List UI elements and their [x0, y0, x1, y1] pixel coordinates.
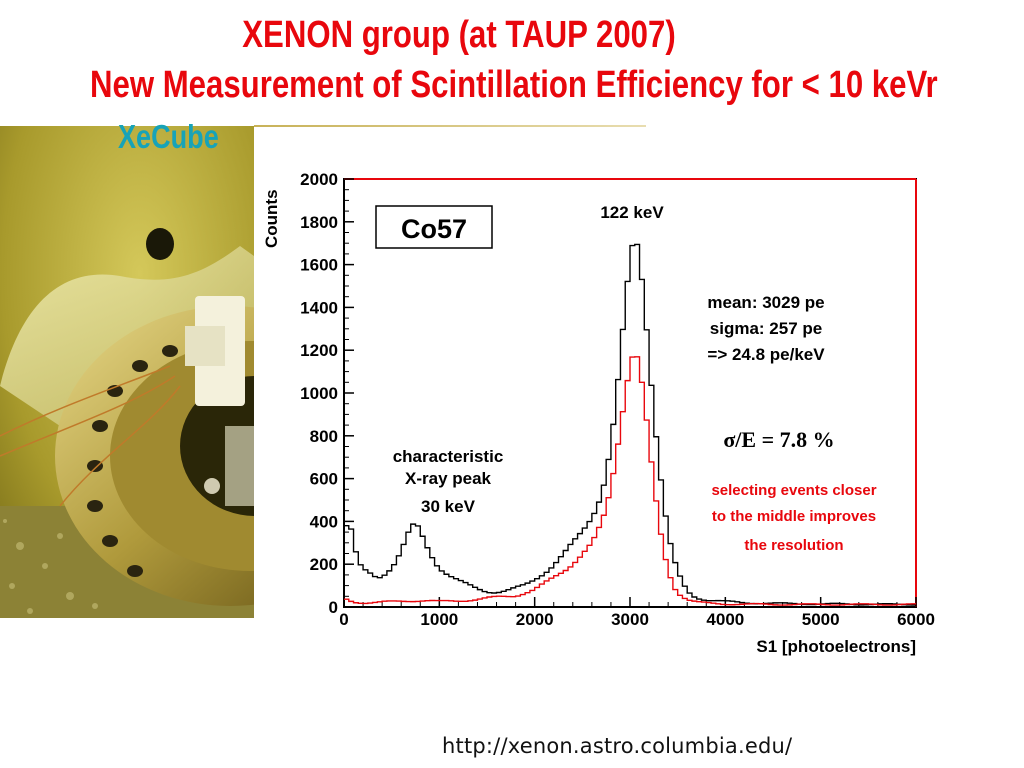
x-tick-label: 0 [339, 610, 348, 629]
annotation-note-line2: to the middle improves [712, 508, 876, 525]
x-tick-label: 4000 [706, 610, 744, 629]
x-tick-label: 2000 [516, 610, 554, 629]
series-layer [344, 243, 916, 606]
annotation-stats-line2: sigma: 257 pe [710, 319, 822, 338]
x-tick-label: 5000 [802, 610, 840, 629]
y-tick-label: 1400 [300, 298, 338, 317]
annotation-stats-line1: mean: 3029 pe [707, 293, 824, 312]
y-tick-label: 800 [310, 427, 338, 446]
x-tick-label: 1000 [420, 610, 458, 629]
y-tick-label: 1800 [300, 213, 338, 232]
source-url[interactable]: http://xenon.astro.columbia.edu/ [442, 734, 793, 758]
y-tick-labels: 0 200 400 600 800 1000 1200 1400 1600 1800 2000 [300, 170, 338, 617]
annotation-stats-line3: => 24.8 pe/keV [707, 345, 825, 364]
annotation-xray-line1: characteristic [393, 447, 504, 466]
y-tick-label: 200 [310, 555, 338, 574]
y-tick-label: 0 [329, 598, 338, 617]
annotation-note-line1: selecting events closer [711, 482, 876, 499]
slide-title-line1: XENON group (at TAUP 2007) [242, 14, 676, 56]
legend-box-label: Co57 [401, 214, 467, 244]
annotation-xray-line2: X-ray peak [405, 469, 492, 488]
annotation-note-line3: the resolution [744, 537, 843, 554]
x-axis-label: S1 [photoelectrons] [756, 637, 916, 656]
x-tick-label: 6000 [897, 610, 935, 629]
detector-photo [0, 126, 254, 618]
y-tick-label: 1200 [300, 341, 338, 360]
annotation-peak-main: 122 keV [600, 203, 664, 222]
y-tick-label: 1000 [300, 384, 338, 403]
x-tick-labels: 0 1000 2000 3000 4000 5000 6000 [339, 610, 935, 629]
co57-spectrum-chart: 0 1000 2000 3000 4000 5000 6000 0 200 400 600 800 1… [256, 160, 946, 660]
y-tick-label: 600 [310, 470, 338, 489]
decorative-rule [254, 125, 646, 127]
y-tick-label: 1600 [300, 256, 338, 275]
legend-box [375, 205, 493, 249]
x-tick-label: 3000 [611, 610, 649, 629]
annotation-xray-line3: 30 keV [421, 497, 476, 516]
y-axis-label: Counts [262, 189, 281, 248]
slide-title-line2: New Measurement of Scintillation Efficie… [90, 64, 938, 106]
y-tick-label: 400 [310, 512, 338, 531]
y-tick-label: 2000 [300, 170, 338, 189]
annotation-resolution: σ/E = 7.8 % [723, 427, 834, 452]
slide-subtitle: XeCube [118, 118, 219, 155]
series-selected-events [344, 356, 916, 606]
